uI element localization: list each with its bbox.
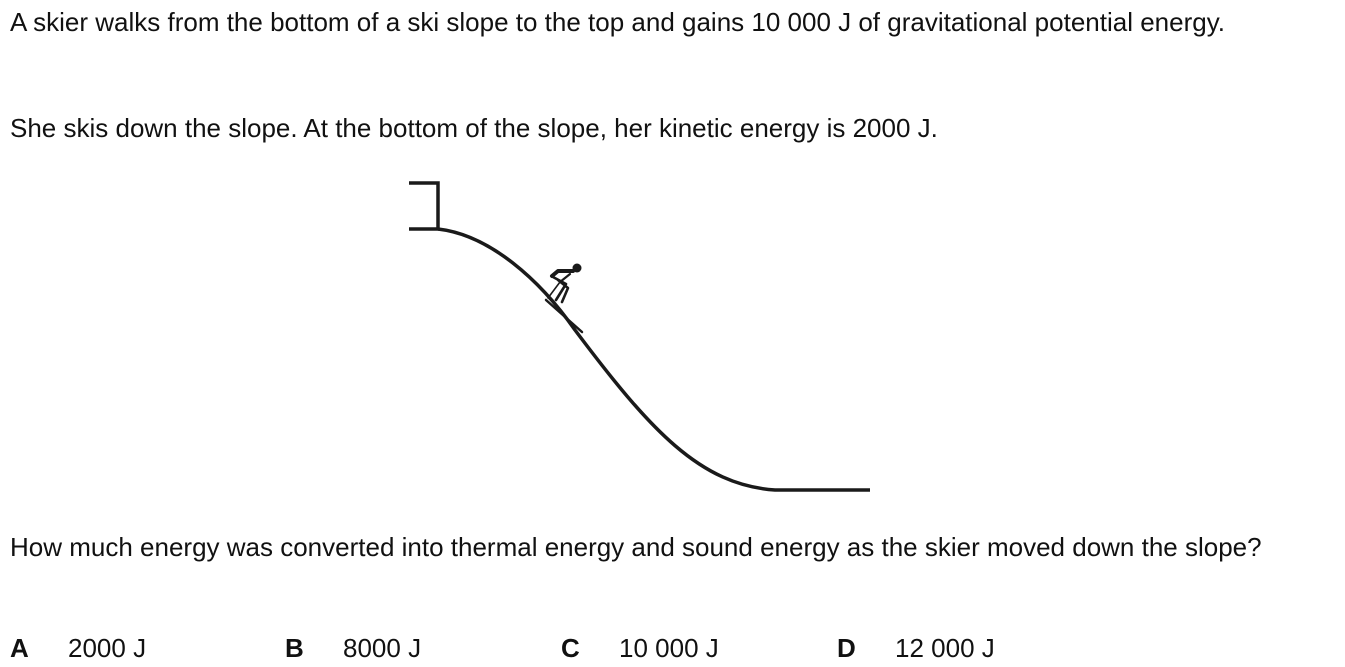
question-context-text: She skis down the slope. At the bottom o…: [10, 113, 938, 143]
option-letter: D: [837, 633, 856, 663]
option-letter: B: [285, 633, 304, 663]
answer-option-c[interactable]: C 10 000 J: [561, 630, 719, 666]
option-value: 10 000 J: [619, 633, 719, 663]
option-value: 2000 J: [68, 633, 147, 663]
skier-figure: [544, 263, 584, 334]
option-letter: A: [10, 633, 29, 663]
skier-skis: [544, 298, 584, 334]
slope-top-platform: [409, 181, 440, 231]
skier-torso: [550, 269, 575, 278]
slope-curve: [437, 227, 870, 492]
skier-pole: [547, 281, 561, 299]
option-value: 8000 J: [343, 633, 422, 663]
option-letter: C: [561, 633, 580, 663]
question-intro-text: A skier walks from the bottom of a ski s…: [10, 7, 1225, 37]
answer-option-a[interactable]: A 2000 J: [10, 630, 146, 666]
skier-legs: [551, 275, 570, 304]
answer-option-d[interactable]: D 12 000 J: [837, 630, 995, 666]
answer-option-b[interactable]: B 8000 J: [285, 630, 421, 666]
question-prompt-text: How much energy was converted into therm…: [10, 532, 1262, 562]
option-value: 12 000 J: [895, 633, 995, 663]
